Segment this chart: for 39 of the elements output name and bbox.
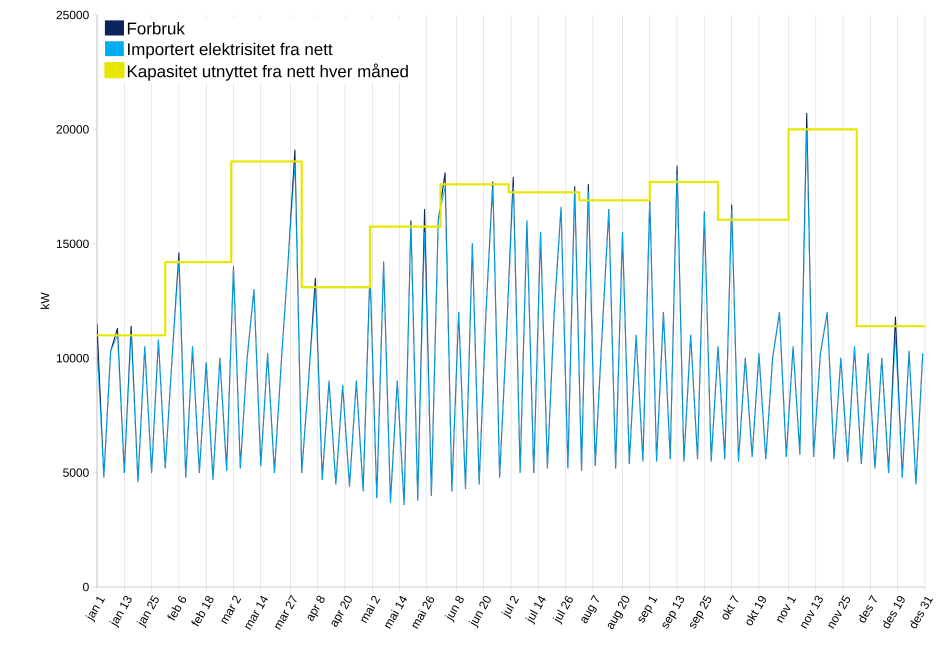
x-tick-label: jul 26 [552, 596, 573, 625]
x-tick-label: feb 18 [191, 596, 214, 626]
x-tick-label: feb 6 [167, 596, 186, 621]
legend-label: Forbruk [128, 22, 185, 34]
x-tick-label: des 19 [882, 596, 905, 628]
x-tick-label: mai 2 [360, 596, 380, 624]
x-tick-label: mai 26 [412, 596, 434, 629]
x-tick-label: jun 20 [468, 596, 491, 628]
x-tick-label: nov 1 [776, 596, 796, 623]
legend-label: Importert elektrisitet fra nett [128, 42, 333, 59]
x-tick-label: mai 14 [384, 596, 408, 629]
x-tick-label: aug 20 [608, 596, 630, 630]
y-tick-label: 0 [83, 582, 89, 592]
legend-label: Kapasitet utnyttet fra nett hver måned [128, 64, 408, 81]
x-tick-label: des 31 [910, 596, 934, 628]
x-tick-label: des 7 [858, 595, 877, 623]
x-tick-label: sep 13 [662, 596, 684, 629]
x-tick-label: jan 25 [136, 595, 159, 628]
y-tick-label: 20000 [56, 125, 89, 134]
x-tick-label: nov 25 [828, 595, 850, 629]
x-tick-label: jan 13 [109, 596, 132, 628]
y-tick-label: 10000 [56, 354, 89, 362]
x-tick-label: jul 14 [525, 596, 546, 625]
y-tick-label: 15000 [56, 240, 89, 248]
y-axis-title: kW [40, 292, 50, 309]
x-tick-label: sep 1 [638, 596, 658, 623]
y-tick-label: 5000 [63, 468, 89, 477]
x-tick-label: okt 7 [722, 595, 738, 620]
x-tick-label: aug 7 [581, 594, 600, 624]
x-tick-label: nov 13 [800, 596, 823, 629]
x-tick-label: jul 2 [501, 596, 519, 620]
x-tick-label: apr 8 [308, 596, 325, 622]
x-tick-label: jun 8 [444, 596, 464, 622]
y-tick-label: 25000 [56, 10, 89, 20]
x-tick-label: jan 1 [85, 596, 106, 622]
x-tick-label: apr 20 [332, 596, 352, 627]
x-tick-label: mar 2 [221, 596, 242, 624]
x-tick-label: sep 25 [690, 595, 712, 629]
x-tick-label: okt 19 [746, 596, 766, 626]
